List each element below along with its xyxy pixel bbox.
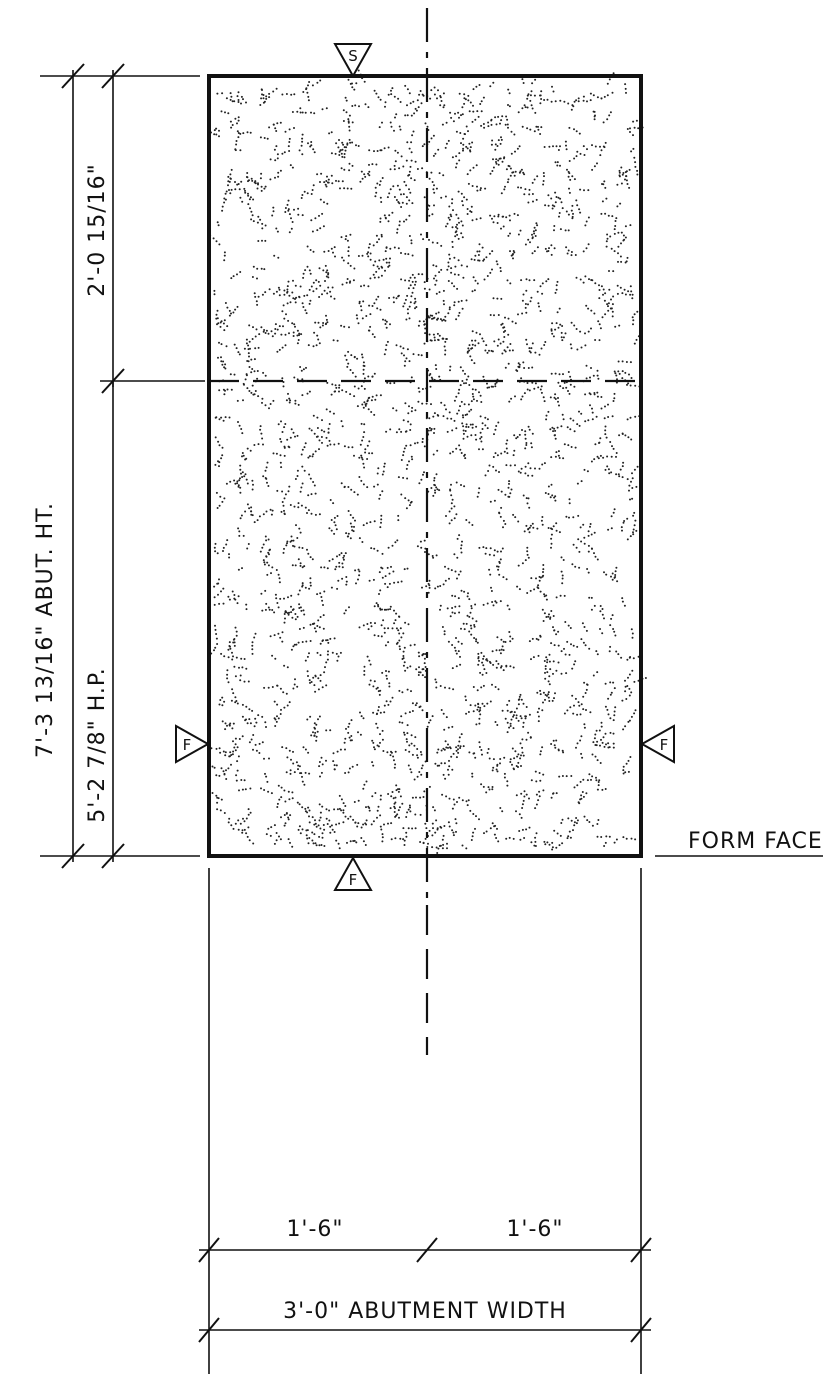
left-finish-mark: F bbox=[175, 724, 211, 764]
half-width-dimension bbox=[198, 1237, 652, 1263]
total-width-dimension bbox=[198, 1317, 652, 1343]
svg-text:F: F bbox=[660, 736, 669, 754]
bottom-finish-mark: F bbox=[333, 855, 373, 891]
overall-height-dimension bbox=[40, 63, 200, 869]
total-width-label: 3'-0" ABUTMENT WIDTH bbox=[283, 1299, 567, 1324]
left-half-width-label: 1'-6" bbox=[286, 1217, 343, 1242]
top-finish-mark: S bbox=[333, 43, 373, 79]
lower-height-dimension bbox=[101, 381, 125, 869]
right-finish-mark: F bbox=[639, 724, 675, 764]
upper-height-label: 2'-0 15/16" bbox=[85, 163, 110, 297]
overall-height-label: 7'-3 13/16" ABUT. HT. bbox=[33, 502, 58, 758]
svg-text:F: F bbox=[349, 871, 358, 889]
right-half-width-label: 1'-6" bbox=[506, 1217, 563, 1242]
form-face-label: FORM FACE bbox=[688, 829, 823, 854]
upper-height-dimension bbox=[100, 63, 205, 394]
svg-text:S: S bbox=[348, 47, 358, 65]
abutment-outline bbox=[207, 74, 643, 858]
svg-text:F: F bbox=[183, 736, 192, 754]
concrete-stipple-pattern bbox=[207, 69, 647, 857]
lower-height-label: 5'-2 7/8" H.P. bbox=[85, 667, 110, 822]
